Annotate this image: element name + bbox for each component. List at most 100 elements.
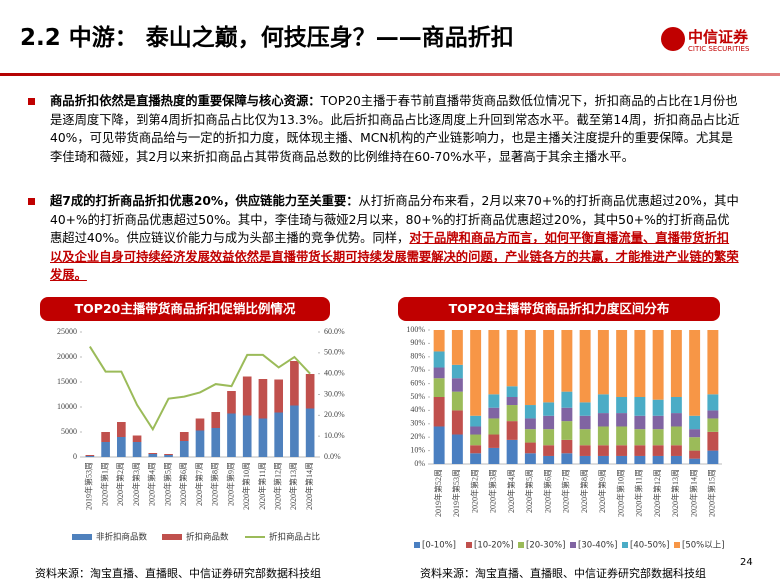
bar [242,376,252,416]
bar [524,330,536,406]
legend-label: [10-20%] [474,541,513,551]
bar [85,456,95,457]
bar [597,413,609,427]
bar [543,402,555,416]
bar [689,415,701,430]
x-tick-label: 2020年第9周 [597,469,607,513]
legend-label: [20-30%] [526,541,565,551]
bar [258,379,268,419]
bar [689,330,701,416]
bar [579,445,591,456]
bar [652,429,664,446]
bar [634,429,646,446]
bar [579,330,591,403]
bar [652,330,664,400]
bullet-text: 从打折商品分布来看，2月以来70+%的打折商品优惠超过20%，其中40+%的打折… [50,194,739,245]
y-tick-label: 60% [410,378,425,387]
bar [117,422,126,437]
y-tick-label: 20% [410,432,425,441]
bar [433,367,445,379]
bar [274,412,283,457]
bar [579,415,591,430]
legend-swatch [162,534,182,540]
bar [561,407,573,422]
bullet-marker [28,198,35,205]
bar [101,432,110,442]
y-tick-label: 90% [410,338,425,347]
bar [670,413,682,427]
bar [561,330,573,392]
bar [543,429,555,446]
bar [117,437,126,457]
bar [132,435,142,442]
x-tick-label: 2020年第12周 [652,469,662,517]
x-tick-label: 2020年第13周 [670,469,680,517]
page-number: 24 [740,557,753,568]
bar [579,402,591,416]
x-tick-label: 2019年第53周 [84,462,94,510]
bar [707,450,719,464]
bar [561,391,573,408]
bullet-text: 超7成的打折商品折扣优惠20%，供应链能力至关重要： [50,194,359,208]
bar [689,450,701,459]
bar [652,445,664,456]
bullet-marker [28,98,35,105]
legend-label: [40-50%] [630,541,669,551]
bar [543,455,555,464]
bar [634,445,646,456]
logo-mark [661,27,685,51]
bar [524,442,536,454]
bar [195,418,205,431]
bar [227,391,236,414]
bar [305,408,315,457]
bar [488,434,500,448]
bar [470,453,482,464]
bar [707,418,719,432]
bar [211,428,221,457]
bar [670,426,682,446]
bar [451,378,463,392]
x-tick-label: 2020年第3周 [131,462,141,506]
bar [433,351,445,368]
bar [543,415,555,430]
x-tick-label: 2020年第10周 [615,469,625,517]
bar [597,330,609,395]
x-tick-label: 2020年第2周 [469,469,479,513]
y-tick-label: 10% [410,445,425,454]
bar [652,399,664,416]
bar [579,455,591,464]
y2-tick-label: 30.0% [324,389,345,398]
x-tick-label: 2020年第13周 [288,462,298,510]
x-tick-label: 2020年第3周 [488,469,498,513]
bar [634,455,646,464]
y2-tick-label: 0.0% [324,452,341,461]
x-tick-label: 2020年第11周 [257,462,267,510]
bar [488,447,500,464]
bar [148,453,158,454]
bar [707,330,719,395]
legend-label: [30-40%] [578,541,617,551]
bar [524,405,536,419]
x-tick-label: 2020年第14周 [304,462,314,510]
x-tick-label: 2020年第12周 [272,462,282,510]
y-tick-label: 70% [410,365,425,374]
bar [670,330,682,397]
title-rule [0,73,780,76]
x-tick-label: 2020年第6周 [542,469,552,513]
x-tick-label: 2020年第5周 [524,469,534,513]
x-tick-label: 2020年第1周 [99,462,109,506]
bar [634,415,646,430]
bar [506,386,518,397]
bar [707,410,719,419]
bullet: 商品折扣依然是直播热度的重要保障与核心资源：TOP20主播于春节前直播带货商品数… [28,92,740,166]
bar [616,413,628,427]
bar [470,434,482,446]
bar [433,426,445,464]
bar [148,454,158,457]
bar [689,437,701,451]
bar [451,330,463,365]
bar [470,426,482,435]
bar [543,445,555,456]
bar [488,418,500,435]
bar [451,410,463,435]
